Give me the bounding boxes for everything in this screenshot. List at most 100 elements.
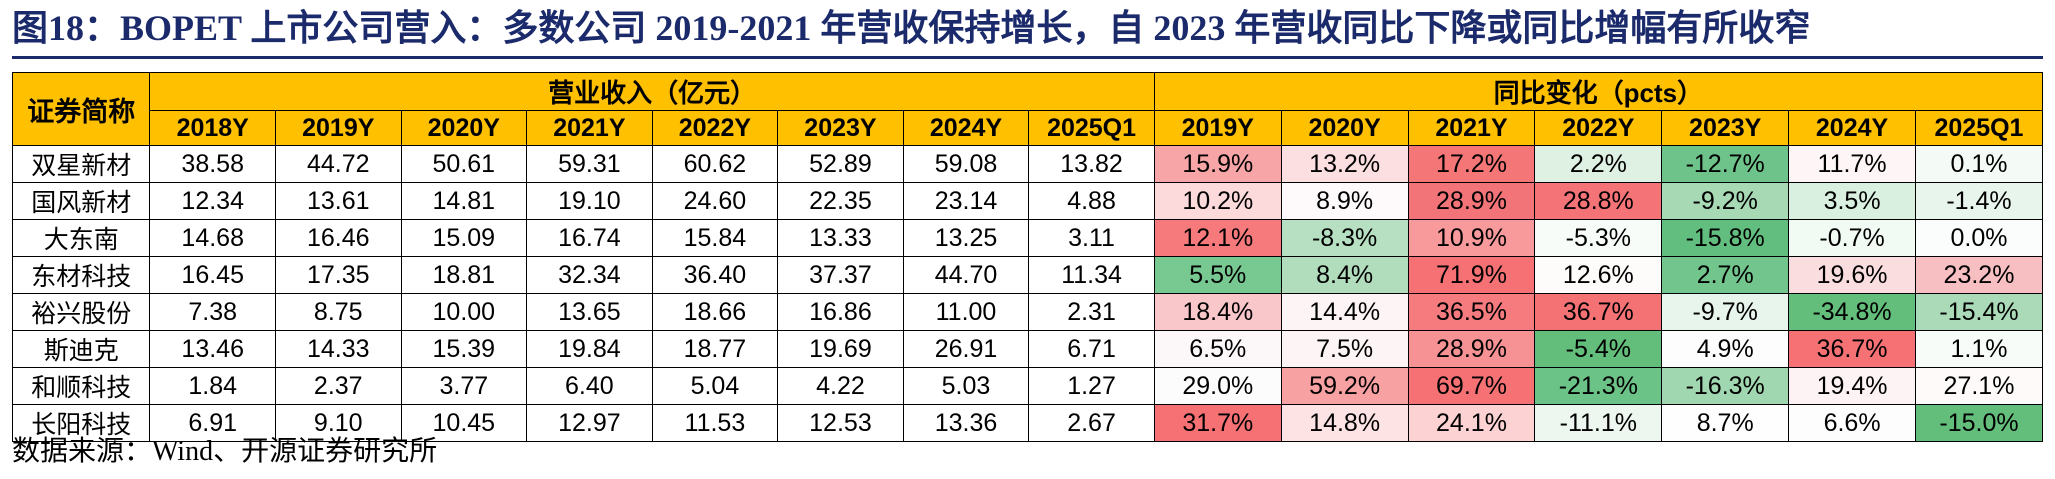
revenue-cell: 15.39: [401, 331, 527, 368]
revenue-cell: 38.58: [150, 146, 276, 183]
yoy-year-header: 2019Y: [1154, 111, 1281, 146]
yoy-year-header: 2020Y: [1281, 111, 1408, 146]
company-name-cell: 东材科技: [13, 257, 150, 294]
yoy-cell: 36.7%: [1535, 294, 1662, 331]
yoy-cell: -12.7%: [1662, 146, 1789, 183]
revenue-cell: 10.00: [401, 294, 527, 331]
yoy-cell: -11.1%: [1535, 405, 1662, 442]
source-note: 数据来源：Wind、开源证券研究所: [12, 434, 437, 470]
revenue-year-header: 2025Q1: [1029, 111, 1155, 146]
yoy-cell: -16.3%: [1662, 368, 1789, 405]
yoy-cell: -8.3%: [1281, 220, 1408, 257]
figure-title: 图18：BOPET 上市公司营入：多数公司 2019-2021 年营收保持增长，…: [12, 6, 2047, 50]
yoy-cell: 8.4%: [1281, 257, 1408, 294]
yoy-year-header: 2021Y: [1408, 111, 1535, 146]
revenue-cell: 6.71: [1029, 331, 1155, 368]
revenue-cell: 17.35: [275, 257, 401, 294]
yoy-cell: 27.1%: [1915, 368, 2042, 405]
company-name-cell: 大东南: [13, 220, 150, 257]
revenue-cell: 13.36: [903, 405, 1029, 442]
yoy-cell: 6.5%: [1154, 331, 1281, 368]
table-row: 东材科技 16.45 17.35 18.81 32.34 36.40 37.37 44.70 1…: [13, 257, 2043, 294]
yoy-cell: 12.6%: [1535, 257, 1662, 294]
revenue-cell: 5.03: [903, 368, 1029, 405]
revenue-cell: 12.34: [150, 183, 276, 220]
revenue-cell: 18.77: [652, 331, 778, 368]
yoy-cell: 14.4%: [1281, 294, 1408, 331]
company-name-cell: 裕兴股份: [13, 294, 150, 331]
yoy-cell: 24.1%: [1408, 405, 1535, 442]
yoy-cell: 29.0%: [1154, 368, 1281, 405]
revenue-year-header: 2020Y: [401, 111, 527, 146]
yoy-cell: 59.2%: [1281, 368, 1408, 405]
yoy-cell: 69.7%: [1408, 368, 1535, 405]
revenue-cell: 14.33: [275, 331, 401, 368]
revenue-cell: 59.08: [903, 146, 1029, 183]
yoy-cell: -5.4%: [1535, 331, 1662, 368]
yoy-cell: 6.6%: [1789, 405, 1916, 442]
revenue-year-header: 2021Y: [527, 111, 653, 146]
revenue-cell: 16.46: [275, 220, 401, 257]
revenue-cell: 5.04: [652, 368, 778, 405]
revenue-cell: 18.66: [652, 294, 778, 331]
yoy-cell: -1.4%: [1915, 183, 2042, 220]
revenue-year-header: 2018Y: [150, 111, 276, 146]
revenue-cell: 14.81: [401, 183, 527, 220]
revenue-year-header: 2023Y: [778, 111, 904, 146]
table-row: 国风新材 12.34 13.61 14.81 19.10 24.60 22.35 23.14 4…: [13, 183, 2043, 220]
revenue-cell: 3.11: [1029, 220, 1155, 257]
company-name-cell: 斯迪克: [13, 331, 150, 368]
revenue-cell: 36.40: [652, 257, 778, 294]
revenue-cell: 22.35: [778, 183, 904, 220]
revenue-year-header: 2024Y: [903, 111, 1029, 146]
company-name-cell: 和顺科技: [13, 368, 150, 405]
yoy-cell: -15.4%: [1915, 294, 2042, 331]
table-body: 双星新材 38.58 44.72 50.61 59.31 60.62 52.89 59.08 1…: [13, 146, 2043, 442]
revenue-cell: 13.46: [150, 331, 276, 368]
revenue-cell: 7.38: [150, 294, 276, 331]
revenue-cell: 19.10: [527, 183, 653, 220]
revenue-cell: 11.34: [1029, 257, 1155, 294]
revenue-cell: 44.70: [903, 257, 1029, 294]
revenue-cell: 52.89: [778, 146, 904, 183]
revenue-cell: 11.00: [903, 294, 1029, 331]
revenue-cell: 3.77: [401, 368, 527, 405]
yoy-cell: 15.9%: [1154, 146, 1281, 183]
yoy-cell: -15.0%: [1915, 405, 2042, 442]
yoy-year-header: 2025Q1: [1915, 111, 2042, 146]
yoy-year-header: 2022Y: [1535, 111, 1662, 146]
revenue-cell: 16.45: [150, 257, 276, 294]
yoy-cell: 28.9%: [1408, 331, 1535, 368]
revenue-cell: 32.34: [527, 257, 653, 294]
revenue-cell: 60.62: [652, 146, 778, 183]
revenue-cell: 14.68: [150, 220, 276, 257]
yoy-group-header: 同比变化（pcts）: [1154, 73, 2042, 111]
yoy-cell: 1.1%: [1915, 331, 2042, 368]
yoy-cell: 18.4%: [1154, 294, 1281, 331]
yoy-cell: -9.2%: [1662, 183, 1789, 220]
revenue-cell: 37.37: [778, 257, 904, 294]
year-header-row: 2018Y 2019Y 2020Y 2021Y 2022Y 2023Y 2024Y 2025Q…: [13, 111, 2043, 146]
table-row: 斯迪克 13.46 14.33 15.39 19.84 18.77 19.69 26.91 6.…: [13, 331, 2043, 368]
yoy-cell: 31.7%: [1154, 405, 1281, 442]
table-row: 和顺科技 1.84 2.37 3.77 6.40 5.04 4.22 5.03 1.27 29.0…: [13, 368, 2043, 405]
yoy-cell: 8.9%: [1281, 183, 1408, 220]
table-row: 大东南 14.68 16.46 15.09 16.74 15.84 13.33 13.25 3.…: [13, 220, 2043, 257]
table-row: 双星新材 38.58 44.72 50.61 59.31 60.62 52.89 59.08 1…: [13, 146, 2043, 183]
revenue-cell: 4.22: [778, 368, 904, 405]
title-divider: [12, 56, 2043, 59]
yoy-cell: 11.7%: [1789, 146, 1916, 183]
yoy-cell: 7.5%: [1281, 331, 1408, 368]
revenue-cell: 16.74: [527, 220, 653, 257]
yoy-cell: 13.2%: [1281, 146, 1408, 183]
revenue-cell: 16.86: [778, 294, 904, 331]
revenue-table: 证券简称 营业收入（亿元） 同比变化（pcts） 2018Y 2019Y 2020Y…: [12, 72, 2043, 442]
company-name-cell: 双星新材: [13, 146, 150, 183]
yoy-cell: 28.9%: [1408, 183, 1535, 220]
yoy-cell: 23.2%: [1915, 257, 2042, 294]
revenue-cell: 18.81: [401, 257, 527, 294]
revenue-cell: 11.53: [652, 405, 778, 442]
yoy-cell: 0.1%: [1915, 146, 2042, 183]
revenue-cell: 13.65: [527, 294, 653, 331]
yoy-cell: -15.8%: [1662, 220, 1789, 257]
